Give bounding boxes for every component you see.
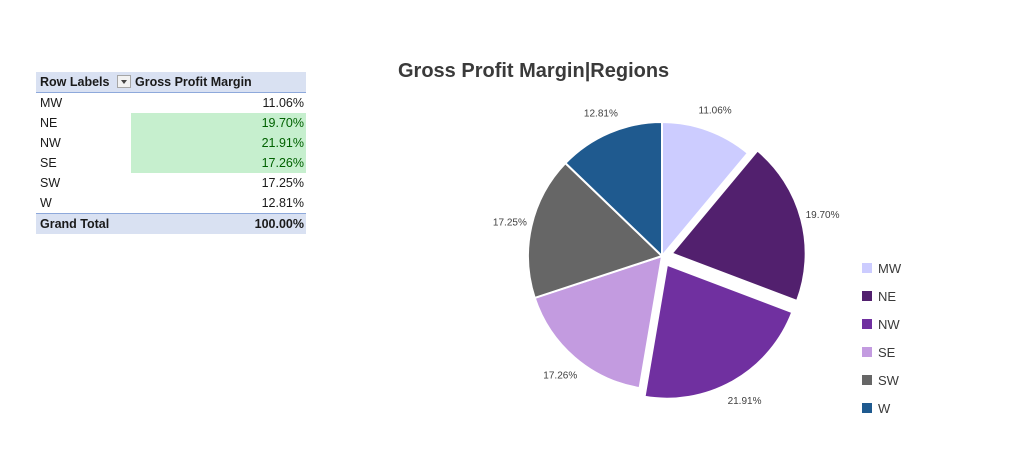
pie-slice-w: [563, 120, 663, 259]
legend-swatch: [862, 403, 872, 413]
legend-item-nw: NW: [862, 310, 901, 338]
legend-item-sw: SW: [862, 366, 901, 394]
row-label: W: [40, 196, 52, 210]
chart-title: Gross Profit Margin|Regions: [398, 60, 670, 82]
pie-slice-sw: [527, 161, 664, 300]
row-label: NW: [40, 136, 61, 150]
legend-swatch: [862, 319, 872, 329]
legend-item-se: SE: [862, 338, 901, 366]
legend-swatch: [862, 291, 872, 301]
row-value: 12.81%: [261, 196, 304, 210]
legend-item-ne: NE: [862, 282, 901, 310]
legend-label: NE: [878, 288, 897, 304]
data-label-mw: 11.06%: [699, 105, 732, 116]
legend-label: SW: [878, 372, 899, 388]
legend-swatch: [862, 263, 872, 273]
legend-label: NW: [878, 316, 900, 332]
row-value: 19.70%: [131, 113, 306, 133]
table-row: W 12.81%: [36, 193, 306, 213]
grand-total-row: Grand Total 100.00%: [36, 213, 306, 234]
row-value: 17.25%: [261, 176, 304, 190]
pie-slice-se: [533, 254, 664, 390]
table-row: NW 21.91%: [36, 133, 306, 153]
legend-swatch: [862, 347, 872, 357]
grand-total-label: Grand Total: [40, 217, 110, 231]
row-label: SW: [40, 176, 61, 190]
pivot-header-row: Row Labels Gross Profit Margin: [36, 72, 306, 93]
legend-label: SE: [878, 344, 896, 360]
row-value: 11.06%: [262, 96, 304, 110]
grand-total-value: 100.00%: [254, 217, 304, 231]
pie-slice-ne: [670, 149, 807, 303]
legend-label: W: [878, 400, 891, 416]
legend-swatch: [862, 375, 872, 385]
data-label-ne: 19.70%: [806, 210, 840, 221]
row-label: SE: [40, 156, 57, 170]
table-row: SW 17.25%: [36, 173, 306, 193]
row-value: 17.26%: [131, 153, 306, 173]
row-label: NE: [40, 116, 58, 130]
pivot-body: MW 11.06% NE 19.70% NW 21.91% SE 17.26% SW 17.25%…: [36, 93, 306, 213]
pivot-header-cell: Row Labels: [36, 72, 131, 92]
data-label-sw: 17.25%: [493, 217, 527, 228]
table-row: NE 19.70%: [36, 113, 306, 133]
data-label-se: 17.26%: [543, 370, 577, 381]
row-label: MW: [40, 96, 63, 110]
pie-slice-nw: [643, 263, 794, 400]
table-row: MW 11.06%: [36, 93, 306, 113]
table-row: SE 17.26%: [36, 153, 306, 173]
chart-legend: MW NE NW SE SW W: [862, 254, 901, 422]
legend-label: MW: [878, 260, 902, 276]
row-labels-header: Row Labels: [40, 75, 110, 89]
legend-item-mw: MW: [862, 254, 901, 282]
pie-slice-mw: [661, 120, 750, 259]
data-label-nw: 21.91%: [728, 396, 762, 407]
pivot-table: Row Labels Gross Profit Margin MW 11.06% N…: [36, 72, 306, 234]
value-header: Gross Profit Margin: [135, 75, 252, 89]
row-value: 21.91%: [131, 133, 306, 153]
legend-item-w: W: [862, 394, 901, 422]
data-label-w: 12.81%: [584, 108, 618, 119]
filter-dropdown-icon[interactable]: [117, 75, 131, 88]
